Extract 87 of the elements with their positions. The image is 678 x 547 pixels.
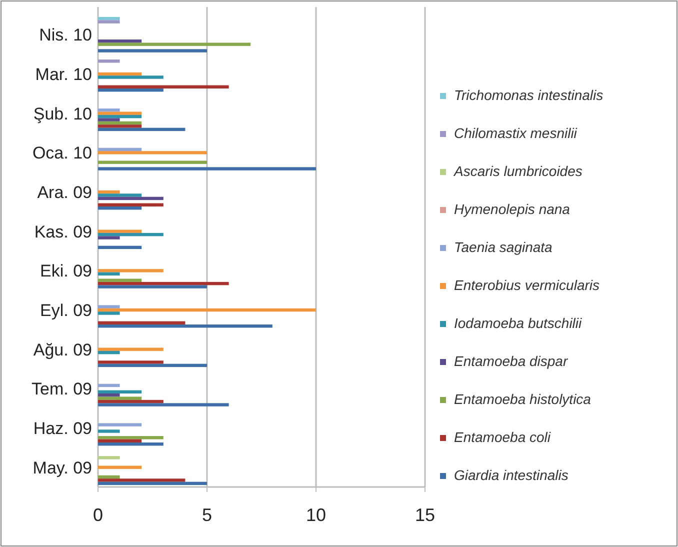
bar bbox=[98, 384, 120, 388]
bar bbox=[98, 236, 120, 240]
bar bbox=[98, 272, 120, 276]
bar bbox=[98, 121, 142, 125]
y-tick-label: Ağu. 09 bbox=[33, 340, 92, 360]
bar bbox=[98, 430, 120, 433]
bar bbox=[98, 393, 120, 397]
y-tick-label: Eki. 09 bbox=[40, 262, 92, 281]
bar bbox=[98, 269, 164, 272]
bar bbox=[98, 348, 164, 351]
bar bbox=[98, 72, 142, 76]
bar bbox=[98, 128, 186, 132]
bar bbox=[98, 478, 186, 482]
y-tick-label: Mar. 10 bbox=[35, 65, 92, 84]
legend-label: Entamoeba coli bbox=[454, 429, 552, 445]
bar bbox=[98, 42, 251, 46]
bar bbox=[98, 118, 120, 122]
bar bbox=[98, 390, 142, 394]
y-tick-label: Haz. 09 bbox=[33, 419, 92, 438]
bar bbox=[98, 16, 120, 20]
bar bbox=[98, 364, 207, 368]
bar bbox=[98, 475, 120, 479]
bar bbox=[98, 160, 207, 164]
bar bbox=[98, 206, 142, 210]
bar bbox=[98, 482, 207, 486]
bar bbox=[98, 49, 207, 52]
bar bbox=[98, 285, 207, 288]
bar bbox=[98, 108, 120, 112]
legend-label: Entamoeba dispar bbox=[454, 353, 569, 369]
bar bbox=[98, 167, 316, 170]
bar bbox=[98, 423, 142, 426]
y-tick-label: Nis. 10 bbox=[39, 26, 92, 45]
bar bbox=[98, 305, 120, 308]
legend-label: Chilomastix mesnilii bbox=[454, 125, 578, 141]
bar bbox=[98, 112, 142, 115]
bar bbox=[98, 88, 164, 92]
y-tick-label: Kas. 09 bbox=[34, 222, 92, 242]
y-tick-label: Tem. 09 bbox=[32, 380, 92, 399]
bar bbox=[98, 246, 142, 250]
bar bbox=[98, 232, 164, 236]
bar bbox=[98, 148, 142, 152]
x-tick-label: 5 bbox=[202, 505, 212, 525]
y-tick-label: Oca. 10 bbox=[32, 144, 92, 163]
legend-label: Trichomonas intestinalis bbox=[454, 87, 604, 103]
x-tick-label: 15 bbox=[414, 505, 436, 525]
bar bbox=[98, 439, 142, 442]
x-tick-label: 10 bbox=[306, 505, 326, 525]
bar bbox=[98, 456, 120, 460]
legend-label: Taenia saginata bbox=[454, 239, 553, 255]
y-tick-label: Şub. 10 bbox=[33, 104, 92, 124]
legend-label: Enterobius vermicularis bbox=[454, 277, 600, 293]
bar bbox=[98, 76, 164, 79]
y-tick-label: May. 09 bbox=[32, 458, 92, 478]
bar bbox=[98, 350, 120, 354]
bar bbox=[98, 203, 164, 206]
legend-label: Iodamoeba butschilii bbox=[454, 315, 583, 331]
bar bbox=[98, 124, 142, 128]
legend-label: Hymenolepis nana bbox=[454, 201, 570, 217]
bar bbox=[98, 396, 142, 400]
bar bbox=[98, 151, 207, 154]
bar bbox=[98, 196, 164, 200]
bar bbox=[98, 278, 142, 282]
bar bbox=[98, 282, 229, 286]
bar bbox=[98, 442, 164, 446]
bar bbox=[98, 39, 142, 43]
x-tick-label: 0 bbox=[92, 505, 104, 525]
bar bbox=[98, 312, 120, 315]
bar bbox=[98, 85, 229, 88]
legend-label: Ascaris lumbricoides bbox=[453, 163, 582, 179]
bar bbox=[98, 403, 229, 406]
bar bbox=[98, 436, 164, 440]
bar bbox=[98, 194, 142, 197]
bar bbox=[98, 190, 120, 194]
legend-label: Entamoeba histolytica bbox=[454, 391, 592, 407]
bar bbox=[98, 114, 142, 118]
bar bbox=[98, 60, 120, 63]
bar bbox=[98, 400, 164, 404]
bar bbox=[98, 321, 186, 324]
legend-label: Giardia intestinalis bbox=[454, 467, 568, 483]
bar bbox=[98, 360, 164, 364]
bar bbox=[98, 324, 272, 328]
bar bbox=[98, 308, 316, 312]
bar bbox=[98, 20, 120, 24]
y-tick-label: Ara. 09 bbox=[37, 183, 92, 202]
bar bbox=[98, 230, 142, 233]
bar bbox=[98, 466, 142, 469]
y-tick-label: Eyl. 09 bbox=[40, 301, 92, 320]
